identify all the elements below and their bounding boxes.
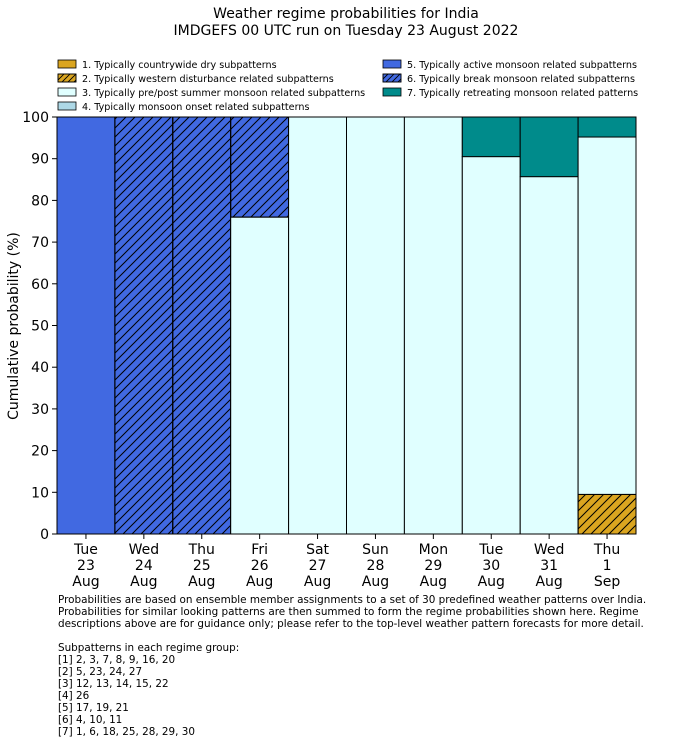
x-tick-label-9-1: Wed: [534, 542, 565, 558]
bar-5-series-3: [288, 116, 348, 535]
chart-subtitle: IMDGEFS 00 UTC run on Tuesday 23 August …: [174, 23, 519, 39]
legend-label-1: 1. Typically countrywide dry subpatterns: [82, 60, 277, 71]
axes-group: 0102030405060708090100Tue23AugWed24AugTh…: [22, 110, 637, 590]
x-tick-label-2-2: 24: [135, 558, 153, 574]
x-tick-label-2-3: Aug: [130, 574, 157, 590]
bar-8-series-7: [461, 116, 521, 158]
x-tick-label-7-2: 29: [424, 558, 442, 574]
legend-swatch-4: [57, 101, 77, 111]
regime-probability-chart: Weather regime probabilities for India I…: [6, 6, 638, 590]
note-line-2: Probabilities for similar looking patter…: [58, 606, 639, 618]
legend-swatch-5: [382, 59, 402, 69]
x-tick-label-4-1: Fri: [251, 542, 268, 558]
x-tick-label-10-2: 1: [603, 558, 612, 574]
x-tick-label-4-3: Aug: [246, 574, 273, 590]
y-tick-label-80: 80: [31, 193, 49, 209]
x-tick-label-2-1: Wed: [129, 542, 160, 558]
legend-label-7: 7. Typically retreating monsoon related …: [407, 88, 638, 99]
legend-swatch-3: [57, 87, 77, 97]
legend-label-3: 3. Typically pre/post summer monsoon rel…: [82, 88, 365, 99]
bar-hatch-3-series-6: [172, 116, 232, 535]
y-tick-label-30: 30: [31, 402, 49, 418]
x-tick-label-3-1: Thu: [188, 542, 215, 558]
x-tick-label-6-3: Aug: [362, 574, 389, 590]
subpattern-group-6: [6] 4, 10, 11: [58, 714, 123, 726]
y-tick-label-60: 60: [31, 277, 49, 293]
x-tick-label-7-3: Aug: [420, 574, 447, 590]
x-tick-label-10-1: Thu: [593, 542, 620, 558]
x-tick-label-8-1: Tue: [478, 542, 503, 558]
y-tick-label-50: 50: [31, 319, 49, 335]
bar-7-series-3: [403, 116, 463, 535]
y-tick-label-40: 40: [31, 360, 49, 376]
x-tick-label-5-2: 27: [309, 558, 327, 574]
bar-hatch-10-series-2: [577, 493, 637, 535]
legend-swatch-7: [382, 87, 402, 97]
bar-hatch-2-series-6: [114, 116, 174, 535]
x-tick-label-10-3: Sep: [594, 574, 621, 590]
chart-title: Weather regime probabilities for India: [213, 6, 479, 22]
legend-label-2: 2. Typically western disturbance related…: [82, 74, 334, 85]
subpattern-group-7: [7] 1, 6, 18, 25, 28, 29, 30: [58, 726, 195, 738]
y-tick-label-20: 20: [31, 444, 49, 460]
bar-8-series-3: [461, 156, 521, 535]
y-axis-label: Cumulative probability (%): [6, 232, 22, 420]
note-line-3: descriptions above are for guidance only…: [58, 618, 644, 630]
legend-swatch-hatch-6: [382, 73, 402, 83]
x-tick-label-4-2: 26: [251, 558, 269, 574]
x-tick-label-9-2: 31: [540, 558, 558, 574]
x-tick-label-5-1: Sat: [306, 542, 329, 558]
x-tick-label-8-2: 30: [482, 558, 500, 574]
y-tick-label-70: 70: [31, 235, 49, 251]
bar-hatch-4-series-6: [230, 116, 290, 218]
legend-swatch-hatch-2: [57, 73, 77, 83]
subpattern-group-4: [4] 26: [58, 690, 90, 702]
x-tick-label-5-3: Aug: [304, 574, 331, 590]
bars-group: [56, 116, 637, 535]
bar-9-series-7: [519, 116, 579, 178]
subpattern-group-5: [5] 17, 19, 21: [58, 702, 129, 714]
subpattern-group-2: [2] 5, 23, 24, 27: [58, 666, 143, 678]
note-line-1: Probabilities are based on ensemble memb…: [58, 594, 647, 606]
legend-swatch-1: [57, 59, 77, 69]
x-tick-label-3-2: 25: [193, 558, 211, 574]
legend: 1. Typically countrywide dry subpatterns…: [57, 59, 638, 113]
y-tick-label-10: 10: [31, 485, 49, 501]
y-tick-label-90: 90: [31, 152, 49, 168]
x-tick-label-6-2: 28: [367, 558, 385, 574]
x-tick-label-1-3: Aug: [72, 574, 99, 590]
x-tick-label-3-3: Aug: [188, 574, 215, 590]
bar-9-series-3: [519, 176, 579, 535]
subpattern-heading: Subpatterns in each regime group:: [58, 642, 240, 654]
subpattern-group-1: [1] 2, 3, 7, 8, 9, 16, 20: [58, 654, 176, 666]
y-tick-label-0: 0: [40, 527, 49, 543]
y-tick-label-100: 100: [22, 110, 49, 126]
x-tick-label-1-1: Tue: [73, 542, 98, 558]
bar-1-series-5: [56, 116, 116, 535]
x-tick-label-6-1: Sun: [362, 542, 389, 558]
legend-label-4: 4. Typically monsoon onset related subpa…: [82, 102, 309, 113]
x-tick-label-1-2: 23: [77, 558, 95, 574]
bar-4-series-3: [230, 216, 290, 535]
legend-label-5: 5. Typically active monsoon related subp…: [407, 60, 637, 71]
x-tick-label-7-1: Mon: [419, 542, 449, 558]
bar-10-series-7: [577, 116, 637, 138]
legend-label-6: 6. Typically break monsoon related subpa…: [407, 74, 635, 85]
subpattern-group-3: [3] 12, 13, 14, 15, 22: [58, 678, 169, 690]
bar-6-series-3: [346, 116, 405, 535]
x-tick-label-9-3: Aug: [535, 574, 562, 590]
bar-10-series-3: [577, 136, 637, 495]
x-tick-label-8-3: Aug: [478, 574, 505, 590]
